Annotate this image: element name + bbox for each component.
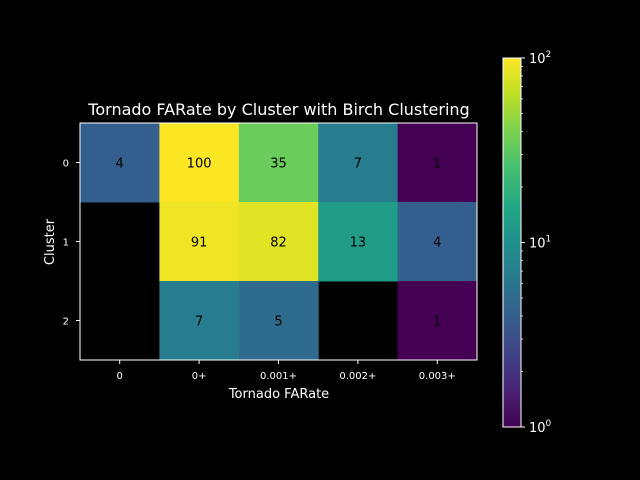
heatmap-cell: [318, 123, 399, 203]
heatmap-cell: [238, 123, 319, 203]
cell-value-label: 7: [354, 157, 362, 172]
cell-value-label: 1: [433, 315, 441, 330]
heatmap-cells: 4 100 35 7 1 91 82 13 4 7 5 1: [80, 123, 478, 361]
cell-value-label: 91: [191, 236, 208, 251]
heatmap-cell: [318, 202, 399, 282]
x-tick-label: 0.001+: [260, 371, 297, 382]
y-axis-ticks: 0 1 2: [63, 159, 80, 328]
heatmap-cell: [397, 202, 478, 282]
x-tick-label: 0.003+: [419, 371, 456, 382]
cell-value-label: 7: [195, 315, 203, 330]
x-tick-label: 0.002+: [339, 371, 376, 382]
colorbar: [502, 57, 522, 428]
heatmap-cell: [159, 123, 240, 203]
x-tick-label: 0: [117, 371, 123, 382]
y-tick-label: 1: [63, 238, 69, 249]
x-axis-ticks: 0 0+ 0.001+ 0.002+ 0.003+: [117, 360, 456, 382]
x-axis-label: Tornado FARate: [228, 387, 329, 402]
cell-value-label: 4: [116, 157, 124, 172]
heatmap-cell: [238, 202, 319, 282]
cell-value-label: 82: [270, 236, 287, 251]
y-tick-label: 0: [63, 159, 69, 170]
heatmap-cell: [80, 123, 160, 203]
cell-value-label: 100: [187, 157, 212, 172]
heatmap-cell: [159, 202, 240, 282]
y-tick-label: 2: [63, 317, 69, 328]
cell-value-label: 4: [433, 236, 441, 251]
cell-value-label: 13: [350, 236, 367, 251]
cell-value-label: 5: [274, 315, 282, 330]
heatmap-cell: [397, 123, 478, 203]
chart-title: Tornado FARate by Cluster with Birch Clu…: [87, 100, 469, 119]
heatmap-cell: [238, 281, 319, 361]
cell-value-label: 1: [433, 157, 441, 172]
heatmap-cell: [397, 281, 478, 361]
heatmap-cell: [159, 281, 240, 361]
y-axis-label: Cluster: [43, 218, 58, 265]
x-tick-label: 0+: [192, 371, 207, 382]
cell-value-label: 35: [270, 157, 287, 172]
